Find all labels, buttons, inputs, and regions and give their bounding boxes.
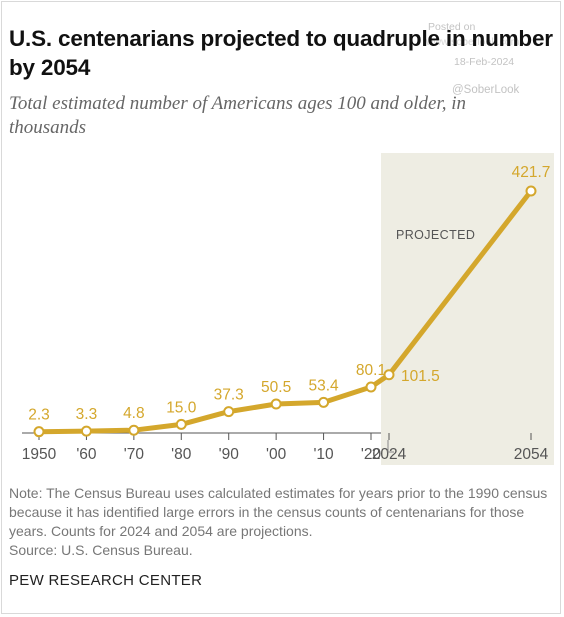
x-tick-label: '10 bbox=[313, 446, 334, 463]
data-label: 3.3 bbox=[76, 406, 98, 423]
data-label: 15.0 bbox=[166, 399, 197, 416]
data-label: 50.5 bbox=[261, 379, 291, 396]
projected-label: PROJECTED bbox=[396, 228, 475, 242]
chart-subtitle: Total estimated number of Americans ages… bbox=[9, 93, 467, 138]
watermark-site: www.soberlook.com bbox=[426, 36, 520, 48]
source-text: Source: U.S. Census Bureau. bbox=[9, 542, 193, 558]
pew-brand: PEW RESEARCH CENTER bbox=[9, 572, 203, 589]
data-point bbox=[33, 426, 45, 438]
data-point bbox=[383, 369, 395, 381]
watermark-date: 18-Feb-2024 bbox=[454, 56, 515, 68]
data-point bbox=[223, 406, 235, 418]
series-line bbox=[36, 188, 534, 435]
data-point bbox=[318, 396, 330, 408]
data-label: 2.3 bbox=[28, 407, 50, 424]
x-tick-label: '70 bbox=[124, 446, 145, 463]
data-point bbox=[270, 398, 282, 410]
x-tick-label: 2054 bbox=[514, 446, 549, 463]
projection-bracket bbox=[387, 440, 394, 453]
data-point bbox=[365, 381, 377, 393]
data-point bbox=[128, 424, 140, 436]
data-point bbox=[175, 418, 187, 430]
data-point bbox=[525, 185, 537, 197]
data-label: 37.3 bbox=[214, 387, 244, 404]
data-label: 80.1 bbox=[356, 362, 386, 379]
watermark-handle: @SoberLook bbox=[452, 84, 520, 96]
x-tick-label: '60 bbox=[76, 446, 97, 463]
chart-notes: Note: The Census Bureau uses calculated … bbox=[9, 484, 557, 560]
watermark-posted-on: Posted on bbox=[428, 21, 476, 33]
x-tick-label: 1950 bbox=[22, 446, 57, 463]
data-point bbox=[80, 425, 92, 437]
note-text: Note: The Census Bureau uses calculated … bbox=[9, 485, 548, 539]
x-tick-label: '00 bbox=[266, 446, 287, 463]
data-label: 53.4 bbox=[308, 377, 339, 394]
data-label: 101.5 bbox=[401, 368, 440, 385]
chart-title: U.S. centenarians projected to quadruple… bbox=[9, 26, 553, 80]
data-label: 421.7 bbox=[512, 164, 551, 181]
x-tick-label: '80 bbox=[171, 446, 192, 463]
projected-band bbox=[381, 153, 554, 465]
x-tick-label: '90 bbox=[219, 446, 240, 463]
x-tick-label: '20 bbox=[361, 446, 382, 463]
x-tick-label: 2024 bbox=[372, 446, 407, 463]
data-label: 4.8 bbox=[123, 405, 145, 422]
